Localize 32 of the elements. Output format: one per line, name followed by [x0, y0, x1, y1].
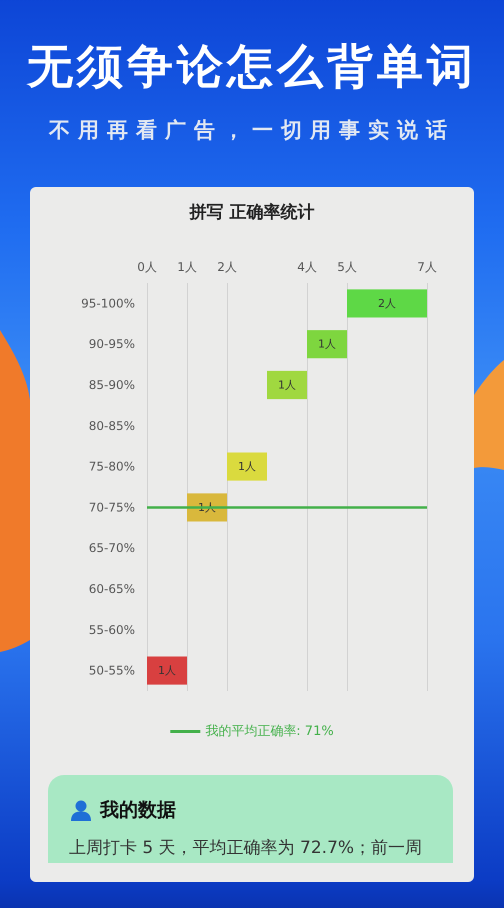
y-tick-label: 55-60%: [88, 622, 135, 637]
x-tick-label: 1人: [177, 260, 197, 274]
x-tick-label: 5人: [337, 260, 357, 274]
text: 我的数据: [100, 798, 176, 823]
data-label: 1人: [278, 378, 296, 392]
y-tick-label: 70-75%: [88, 500, 135, 514]
y-tick-label: 85-90%: [88, 378, 135, 392]
bar: [347, 289, 427, 318]
text: 无须争论怎么背单词: [26, 38, 478, 94]
data-label: 1人: [318, 338, 336, 351]
chart-title: 拼写 正确率统计: [188, 202, 314, 222]
data-label: 1人: [158, 664, 176, 678]
y-tick-label: 95-100%: [81, 296, 135, 310]
y-tick-label: 90-95%: [88, 337, 135, 352]
x-tick-label: 2人: [217, 260, 237, 274]
bar: [267, 370, 307, 400]
bar: [147, 656, 187, 685]
y-tick-label: 50-55%: [88, 664, 135, 678]
data-label: 1人: [238, 460, 256, 474]
bar: [227, 452, 267, 481]
y-tick-label: 80-85%: [88, 418, 135, 433]
text: 上周打卡 5 天，平均正确率为 72.7%；前一周: [69, 837, 422, 860]
x-tick-label: 7人: [417, 260, 437, 274]
bar: [307, 330, 347, 358]
x-tick-label: 4人: [297, 260, 317, 274]
y-tick-label: 65-70%: [88, 541, 135, 556]
text: 不用再看广告，一切用事实说话: [48, 117, 456, 144]
y-tick-label: 60-65%: [88, 582, 135, 596]
data-label: 2人: [378, 296, 396, 310]
legend-label: 我的平均正确率: 71%: [205, 723, 334, 739]
x-tick-label: 0人: [137, 260, 157, 274]
y-tick-label: 75-80%: [88, 460, 135, 474]
